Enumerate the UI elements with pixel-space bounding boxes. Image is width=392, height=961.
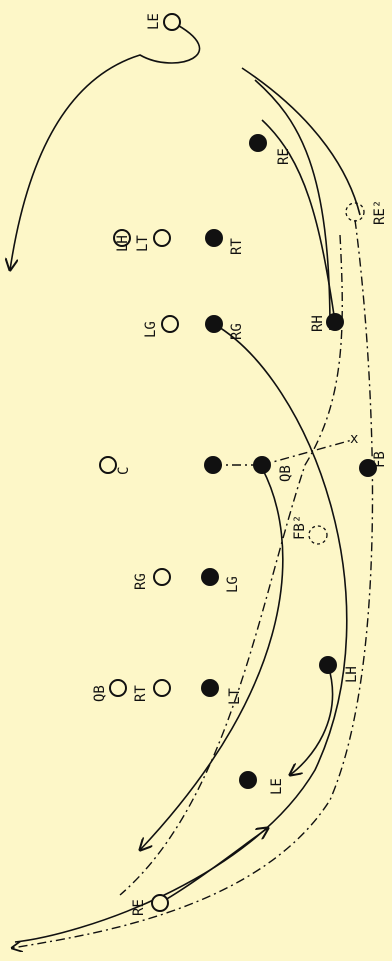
label-offense-fb: FB (372, 451, 388, 468)
label-ghost-re2: RE² (372, 200, 388, 225)
label-defense-re: RE (131, 899, 147, 916)
ghost-fb2 (308, 525, 328, 545)
player-offense-qb (253, 456, 271, 474)
player-offense-re (249, 134, 267, 152)
player-offense-le (239, 771, 257, 789)
player-defense-lh (113, 229, 131, 247)
label-exchange-mark: x (350, 431, 358, 447)
path-offense-rg (14, 323, 348, 943)
player-defense-c (99, 456, 117, 474)
label-defense-lg: LG (143, 321, 159, 338)
label-offense-le: LE (269, 778, 285, 795)
player-offense-lh (319, 656, 337, 674)
label-defense-le: LE (146, 13, 162, 30)
label-defense-lh: LH (115, 235, 131, 252)
player-offense-lg (201, 568, 219, 586)
label-offense-rg: RG (229, 323, 245, 340)
label-defense-lt: LT (135, 235, 151, 252)
label-defense-rt: RT (133, 685, 149, 702)
path-qb (140, 467, 284, 850)
label-offense-re: RE (276, 148, 292, 165)
label-offense-rh: RH (310, 315, 326, 332)
label-offense-qb: QB (278, 465, 294, 482)
player-defense-lg (161, 315, 179, 333)
label-defense-rg: RG (133, 573, 149, 590)
label-offense-rt: RT (229, 238, 245, 255)
player-defense-lt (153, 229, 171, 247)
player-defense-rt (153, 679, 171, 697)
path-offense-rh (261, 119, 336, 323)
path-re2-run (12, 219, 374, 948)
path-defense-le (10, 21, 201, 270)
label-offense-lh: LH (344, 666, 360, 683)
path-offense-re (241, 67, 361, 216)
player-offense-lt (201, 679, 219, 697)
label-offense-lg: LG (225, 576, 241, 593)
player-offense-rt (205, 229, 223, 247)
player-defense-re (151, 894, 169, 912)
player-defense-rg (153, 568, 171, 586)
player-defense-qb (109, 679, 127, 697)
player-offense-fb (359, 459, 377, 477)
path-fb-run (119, 234, 343, 896)
player-defense-le (163, 13, 181, 31)
label-defense-qb: QB (92, 685, 108, 702)
player-offense-rg (205, 315, 223, 333)
path-defense-re (159, 828, 268, 904)
path-qb-pitch (261, 439, 353, 466)
player-offense-rh (326, 313, 344, 331)
ghost-re2 (345, 202, 365, 222)
label-ghost-fb2: FB² (292, 515, 308, 540)
path-offense-lh (290, 664, 334, 775)
path-offense-re-inner (254, 79, 331, 331)
player-offense-c (204, 456, 222, 474)
label-offense-lt: LT (227, 688, 243, 705)
label-defense-c: C (116, 467, 132, 475)
